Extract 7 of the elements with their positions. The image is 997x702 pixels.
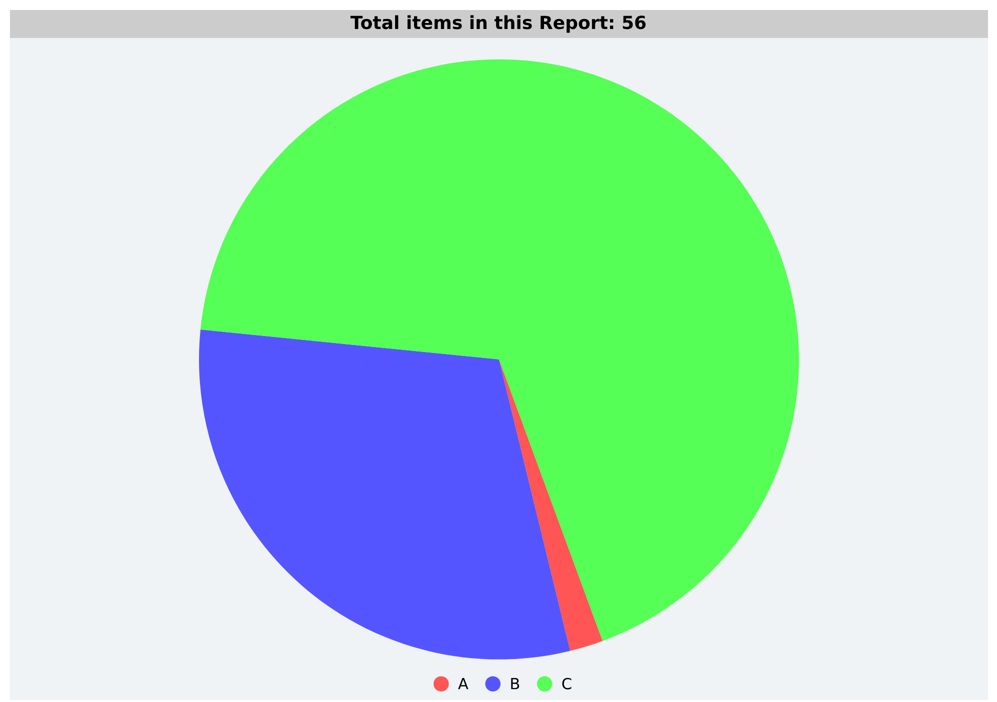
- legend-label: A: [458, 678, 468, 690]
- pie-slice: [200, 59, 799, 641]
- chart-title: Total items in this Report: 56: [350, 15, 646, 33]
- pie-slice: [499, 359, 603, 651]
- legend-label: B: [511, 678, 520, 690]
- legend-label: C: [562, 678, 572, 690]
- pie-slice: [199, 330, 570, 660]
